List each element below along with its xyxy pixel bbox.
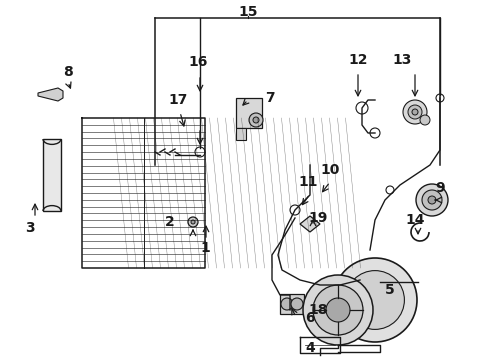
- Text: 16: 16: [188, 55, 208, 69]
- Bar: [43, 139, 61, 211]
- Text: 14: 14: [405, 213, 425, 227]
- Circle shape: [412, 109, 418, 115]
- Bar: [236, 98, 262, 128]
- Polygon shape: [300, 216, 320, 232]
- Circle shape: [408, 105, 422, 119]
- Circle shape: [345, 271, 404, 329]
- Text: 19: 19: [308, 211, 328, 225]
- Polygon shape: [38, 88, 63, 101]
- Circle shape: [326, 298, 350, 322]
- Text: 15: 15: [238, 5, 258, 19]
- Circle shape: [281, 298, 293, 310]
- Circle shape: [249, 113, 263, 127]
- Text: 2: 2: [165, 215, 175, 229]
- Text: 18: 18: [308, 303, 328, 317]
- Text: 5: 5: [385, 283, 395, 297]
- Text: 9: 9: [435, 181, 445, 195]
- Bar: [236, 128, 246, 140]
- Circle shape: [188, 217, 198, 227]
- Circle shape: [333, 258, 417, 342]
- Circle shape: [420, 115, 430, 125]
- Bar: [280, 294, 304, 314]
- Text: 7: 7: [265, 91, 275, 105]
- Text: 11: 11: [298, 175, 318, 189]
- Text: 8: 8: [63, 65, 73, 79]
- Circle shape: [403, 100, 427, 124]
- Text: 4: 4: [305, 341, 315, 355]
- Circle shape: [191, 220, 195, 224]
- Circle shape: [291, 298, 303, 310]
- Circle shape: [428, 196, 436, 204]
- Text: 17: 17: [168, 93, 188, 107]
- Circle shape: [253, 117, 259, 123]
- Text: 12: 12: [348, 53, 368, 67]
- Circle shape: [303, 275, 373, 345]
- Text: 13: 13: [392, 53, 412, 67]
- Circle shape: [416, 184, 448, 216]
- Text: 6: 6: [305, 311, 315, 325]
- Circle shape: [313, 285, 363, 335]
- Text: 1: 1: [200, 241, 210, 255]
- Text: 10: 10: [320, 163, 340, 177]
- Text: 3: 3: [25, 221, 35, 235]
- Circle shape: [422, 190, 442, 210]
